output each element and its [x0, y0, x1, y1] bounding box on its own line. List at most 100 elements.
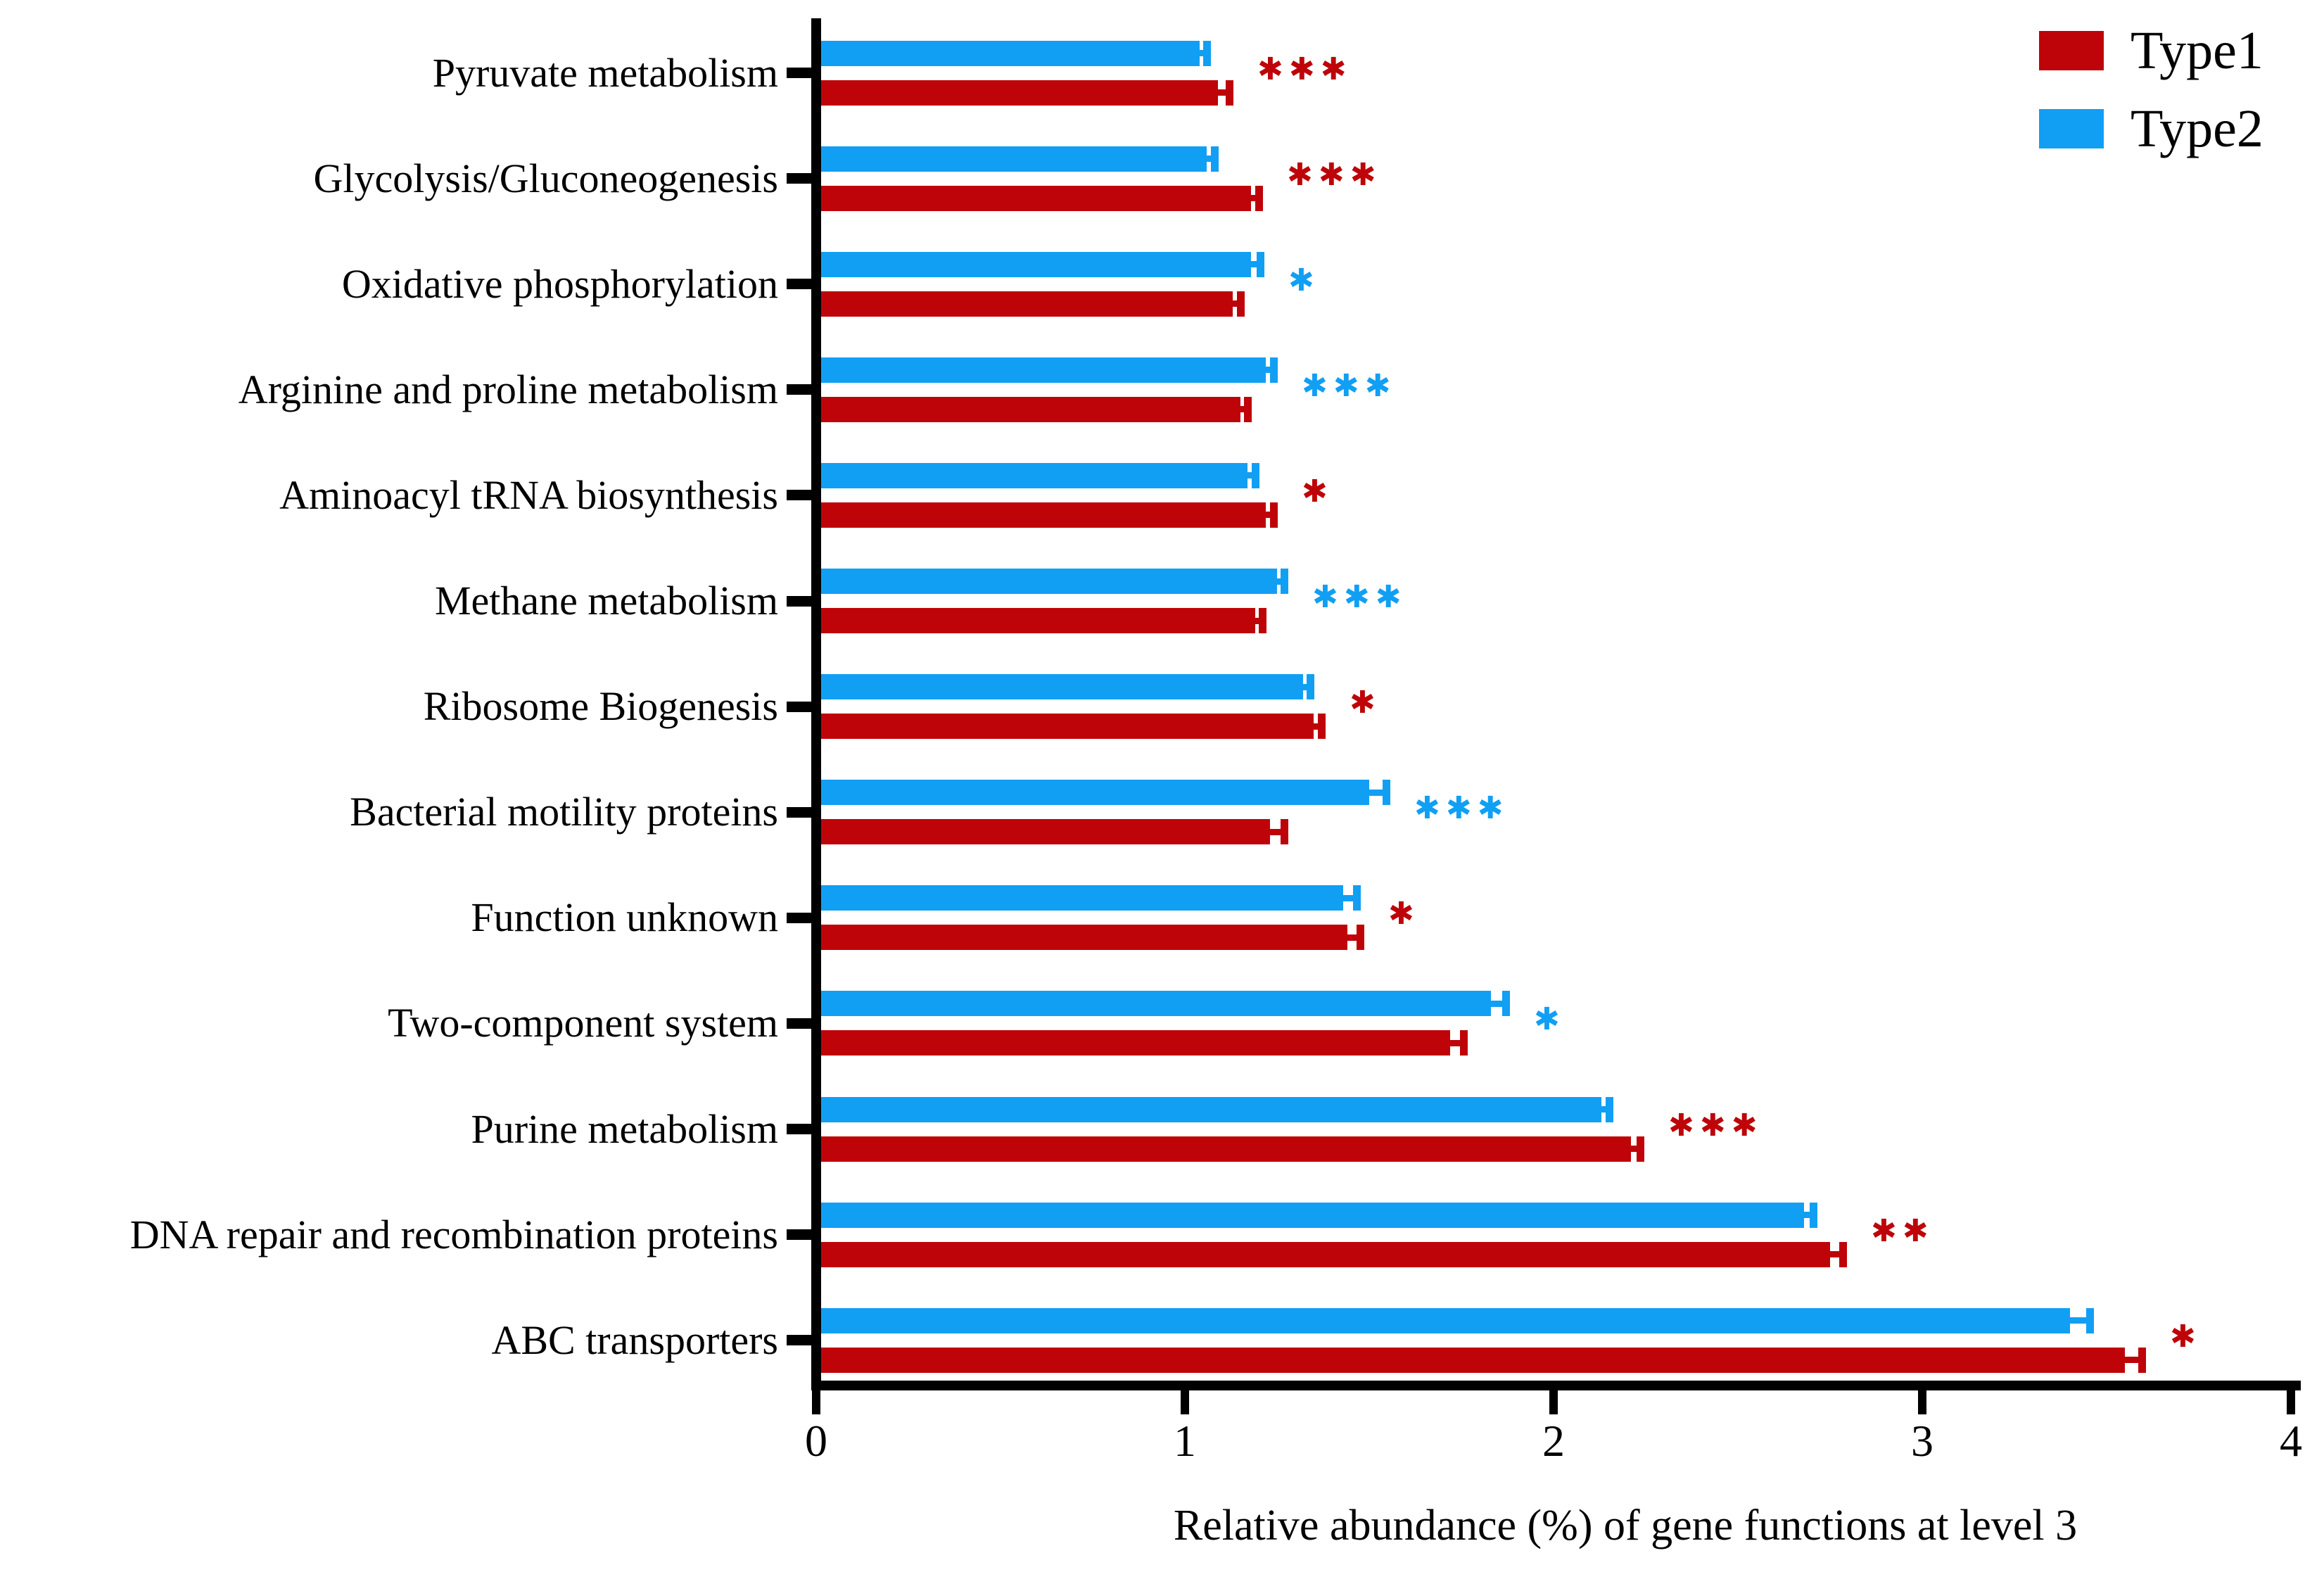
- type2-bar-error-cap: [1257, 251, 1264, 277]
- type1-bar: [816, 608, 1255, 633]
- type2-bar: [816, 40, 1200, 66]
- type1-bar: [816, 1136, 1631, 1162]
- type2-bar: [816, 1307, 2070, 1333]
- type2-bar-error-stem: [1205, 156, 1214, 163]
- type2-bar-error-cap: [1383, 780, 1390, 806]
- type2-bar: [816, 251, 1251, 277]
- type2-bar-error-stem: [1367, 789, 1386, 796]
- type2-bar-error-stem: [1249, 261, 1260, 268]
- type1-bar-error-cap: [1226, 80, 1233, 106]
- type1-bar: [816, 80, 1218, 106]
- type2-bar-error-cap: [1502, 991, 1510, 1017]
- type2-bar-error-cap: [1211, 146, 1219, 172]
- category-axis-tick: [787, 1018, 812, 1029]
- category-axis-tick: [787, 1229, 812, 1240]
- significance-stars: ✱: [1302, 473, 1333, 509]
- x-axis-tick: [812, 1390, 820, 1414]
- type1-bar-error-cap: [1460, 1030, 1468, 1056]
- category-axis-tick: [787, 596, 812, 607]
- category-label: Function unknown: [471, 894, 778, 941]
- type1-bar-error-stem: [1249, 195, 1258, 202]
- type2-bar-error-stem: [2068, 1317, 2090, 1324]
- x-axis-title: Relative abundance (%) of gene functions…: [1173, 1502, 2078, 1549]
- type1-bar: [816, 396, 1240, 422]
- category-label: Purine metabolism: [471, 1105, 778, 1152]
- significance-stars: ✱: [1288, 262, 1320, 298]
- x-axis-tick: [1549, 1390, 1558, 1414]
- category-axis-tick: [787, 490, 812, 500]
- type2-bar-error-cap: [1606, 1096, 1613, 1122]
- type1-bar: [816, 714, 1314, 740]
- type1-bar: [816, 1241, 1830, 1267]
- type2-bar: [816, 991, 1491, 1017]
- type1-bar-error-stem: [1253, 617, 1262, 624]
- type1-bar-error-stem: [2123, 1357, 2142, 1364]
- category-label: DNA repair and recombination proteins: [129, 1211, 778, 1257]
- type1-bar: [816, 1347, 2125, 1373]
- category-label: Oxidative phosphorylation: [341, 260, 778, 307]
- type1-bar-error-stem: [1231, 300, 1240, 308]
- type2-bar-error-stem: [1264, 367, 1273, 374]
- type2-bar-error-cap: [1810, 1202, 1817, 1228]
- x-axis-tick: [1181, 1390, 1189, 1414]
- type1-bar-error-stem: [1448, 1039, 1463, 1046]
- type2-bar-error-stem: [1802, 1212, 1813, 1219]
- category-axis-tick: [787, 807, 812, 818]
- category-label: Aminoacyl tRNA biosynthesis: [279, 471, 778, 518]
- type2-bar-error-cap: [1353, 885, 1361, 911]
- type2-bar-error-stem: [1599, 1106, 1608, 1113]
- category-label: Methane metabolism: [434, 578, 778, 623]
- significance-stars: ✱✱✱: [1257, 51, 1352, 87]
- y-axis-line: [811, 18, 821, 1390]
- type2-bar-error-cap: [1203, 40, 1211, 66]
- x-axis-tick-label: 2: [1542, 1416, 1565, 1466]
- type2-bar: [816, 146, 1207, 172]
- type1-bar-error-cap: [1270, 502, 1278, 528]
- type2-bar: [816, 1096, 1601, 1122]
- type1-bar: [816, 502, 1266, 528]
- type2-bar-error-stem: [1341, 894, 1356, 901]
- category-axis-tick: [787, 173, 812, 184]
- category-axis-tick: [787, 702, 812, 712]
- category-axis-tick: [787, 1335, 812, 1345]
- significance-stars: ✱✱✱: [1287, 156, 1382, 193]
- type2-bar: [816, 462, 1247, 488]
- category-axis-tick: [787, 68, 812, 78]
- significance-stars: ✱: [2170, 1318, 2202, 1355]
- type1-bar-error-cap: [1318, 714, 1326, 740]
- type1-bar-error-cap: [2138, 1347, 2146, 1373]
- type1-bar: [816, 291, 1233, 317]
- type1-bar-error-stem: [1238, 406, 1247, 413]
- type2-bar: [816, 569, 1277, 594]
- type2-bar-error-cap: [1281, 569, 1288, 594]
- x-axis-tick: [1918, 1390, 1926, 1414]
- category-label: Arginine and proline metabolism: [238, 366, 778, 412]
- type1-bar-error-cap: [1357, 925, 1364, 951]
- type2-bar-error-stem: [1275, 578, 1284, 585]
- type1-bar-error-stem: [1629, 1146, 1640, 1152]
- type2-bar-error-stem: [1489, 1000, 1506, 1007]
- x-axis-line: [811, 1381, 2301, 1390]
- type2-bar: [816, 885, 1343, 911]
- type1-color-swatch: [2039, 31, 2104, 70]
- type1-bar-error-cap: [1839, 1241, 1847, 1267]
- significance-stars: ✱✱✱: [1414, 790, 1509, 827]
- significance-stars: ✱: [1350, 685, 1381, 721]
- x-axis-tick-label: 0: [805, 1416, 827, 1466]
- significance-stars: ✱✱✱: [1668, 1107, 1763, 1143]
- type2-bar-error-stem: [1198, 50, 1207, 56]
- category-label: Glycolysis/Gluconeogenesis: [313, 155, 778, 201]
- category-axis-tick: [787, 1124, 812, 1134]
- type1-bar-error-stem: [1216, 89, 1229, 96]
- x-axis-tick-label: 1: [1174, 1416, 1196, 1466]
- type1-bar: [816, 819, 1270, 845]
- type1-bar-error-stem: [1268, 828, 1285, 835]
- type1-bar-error-cap: [1259, 608, 1266, 633]
- type1-bar-error-cap: [1255, 185, 1263, 211]
- type1-bar-error-stem: [1828, 1251, 1843, 1258]
- type2-bar-error-cap: [2086, 1307, 2094, 1333]
- type1-bar: [816, 185, 1251, 211]
- x-axis-tick: [2287, 1390, 2295, 1414]
- type2-color-swatch: [2039, 109, 2104, 148]
